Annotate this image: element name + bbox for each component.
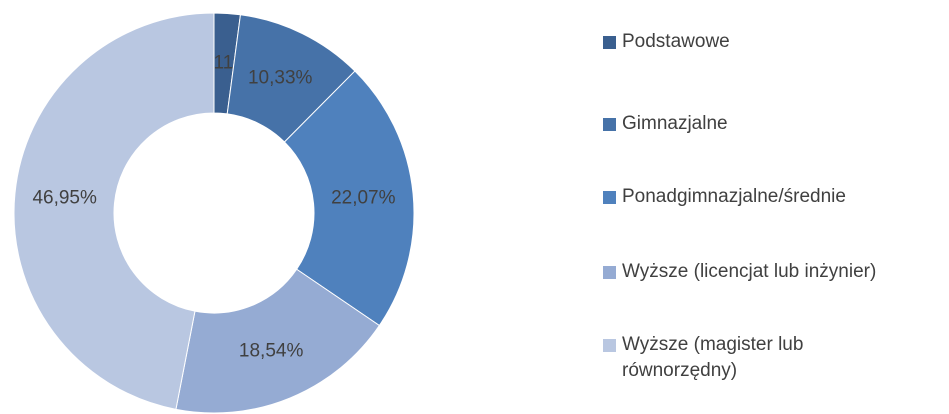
legend-label: Wyższe (licencjat lub inżynier) xyxy=(622,261,877,282)
legend-label: Ponadgimnazjalne/średnie xyxy=(622,186,846,207)
slice xyxy=(175,268,381,414)
legend-swatch xyxy=(603,266,616,279)
legend-item: Podstawowe xyxy=(603,29,943,55)
legend-label: Gimnazjalne xyxy=(622,113,728,134)
legend-swatch xyxy=(603,191,616,204)
data-label: 46,95% xyxy=(32,188,97,209)
data-label: 18,54% xyxy=(239,341,304,362)
data-label: 10,33% xyxy=(248,67,313,88)
legend-item: Wyższe (licencjat lub inżynier) xyxy=(603,259,943,285)
legend-label: Podstawowe xyxy=(622,31,730,52)
legend-item: Ponadgimnazjalne/średnie xyxy=(603,184,943,210)
legend-swatch xyxy=(603,36,616,49)
legend-label: Wyższe (magister lub równorzędny) xyxy=(622,334,804,381)
legend-swatch xyxy=(603,339,616,352)
donut: 2,11%10,33%22,07%18,54%46,95% xyxy=(13,12,415,414)
slice xyxy=(13,12,215,410)
data-label: 22,07% xyxy=(331,188,396,209)
legend-item: Wyższe (magister lub równorzędny) xyxy=(603,332,943,384)
legend-item: Gimnazjalne xyxy=(603,111,943,137)
slice xyxy=(283,70,415,327)
legend-swatch xyxy=(603,118,616,131)
